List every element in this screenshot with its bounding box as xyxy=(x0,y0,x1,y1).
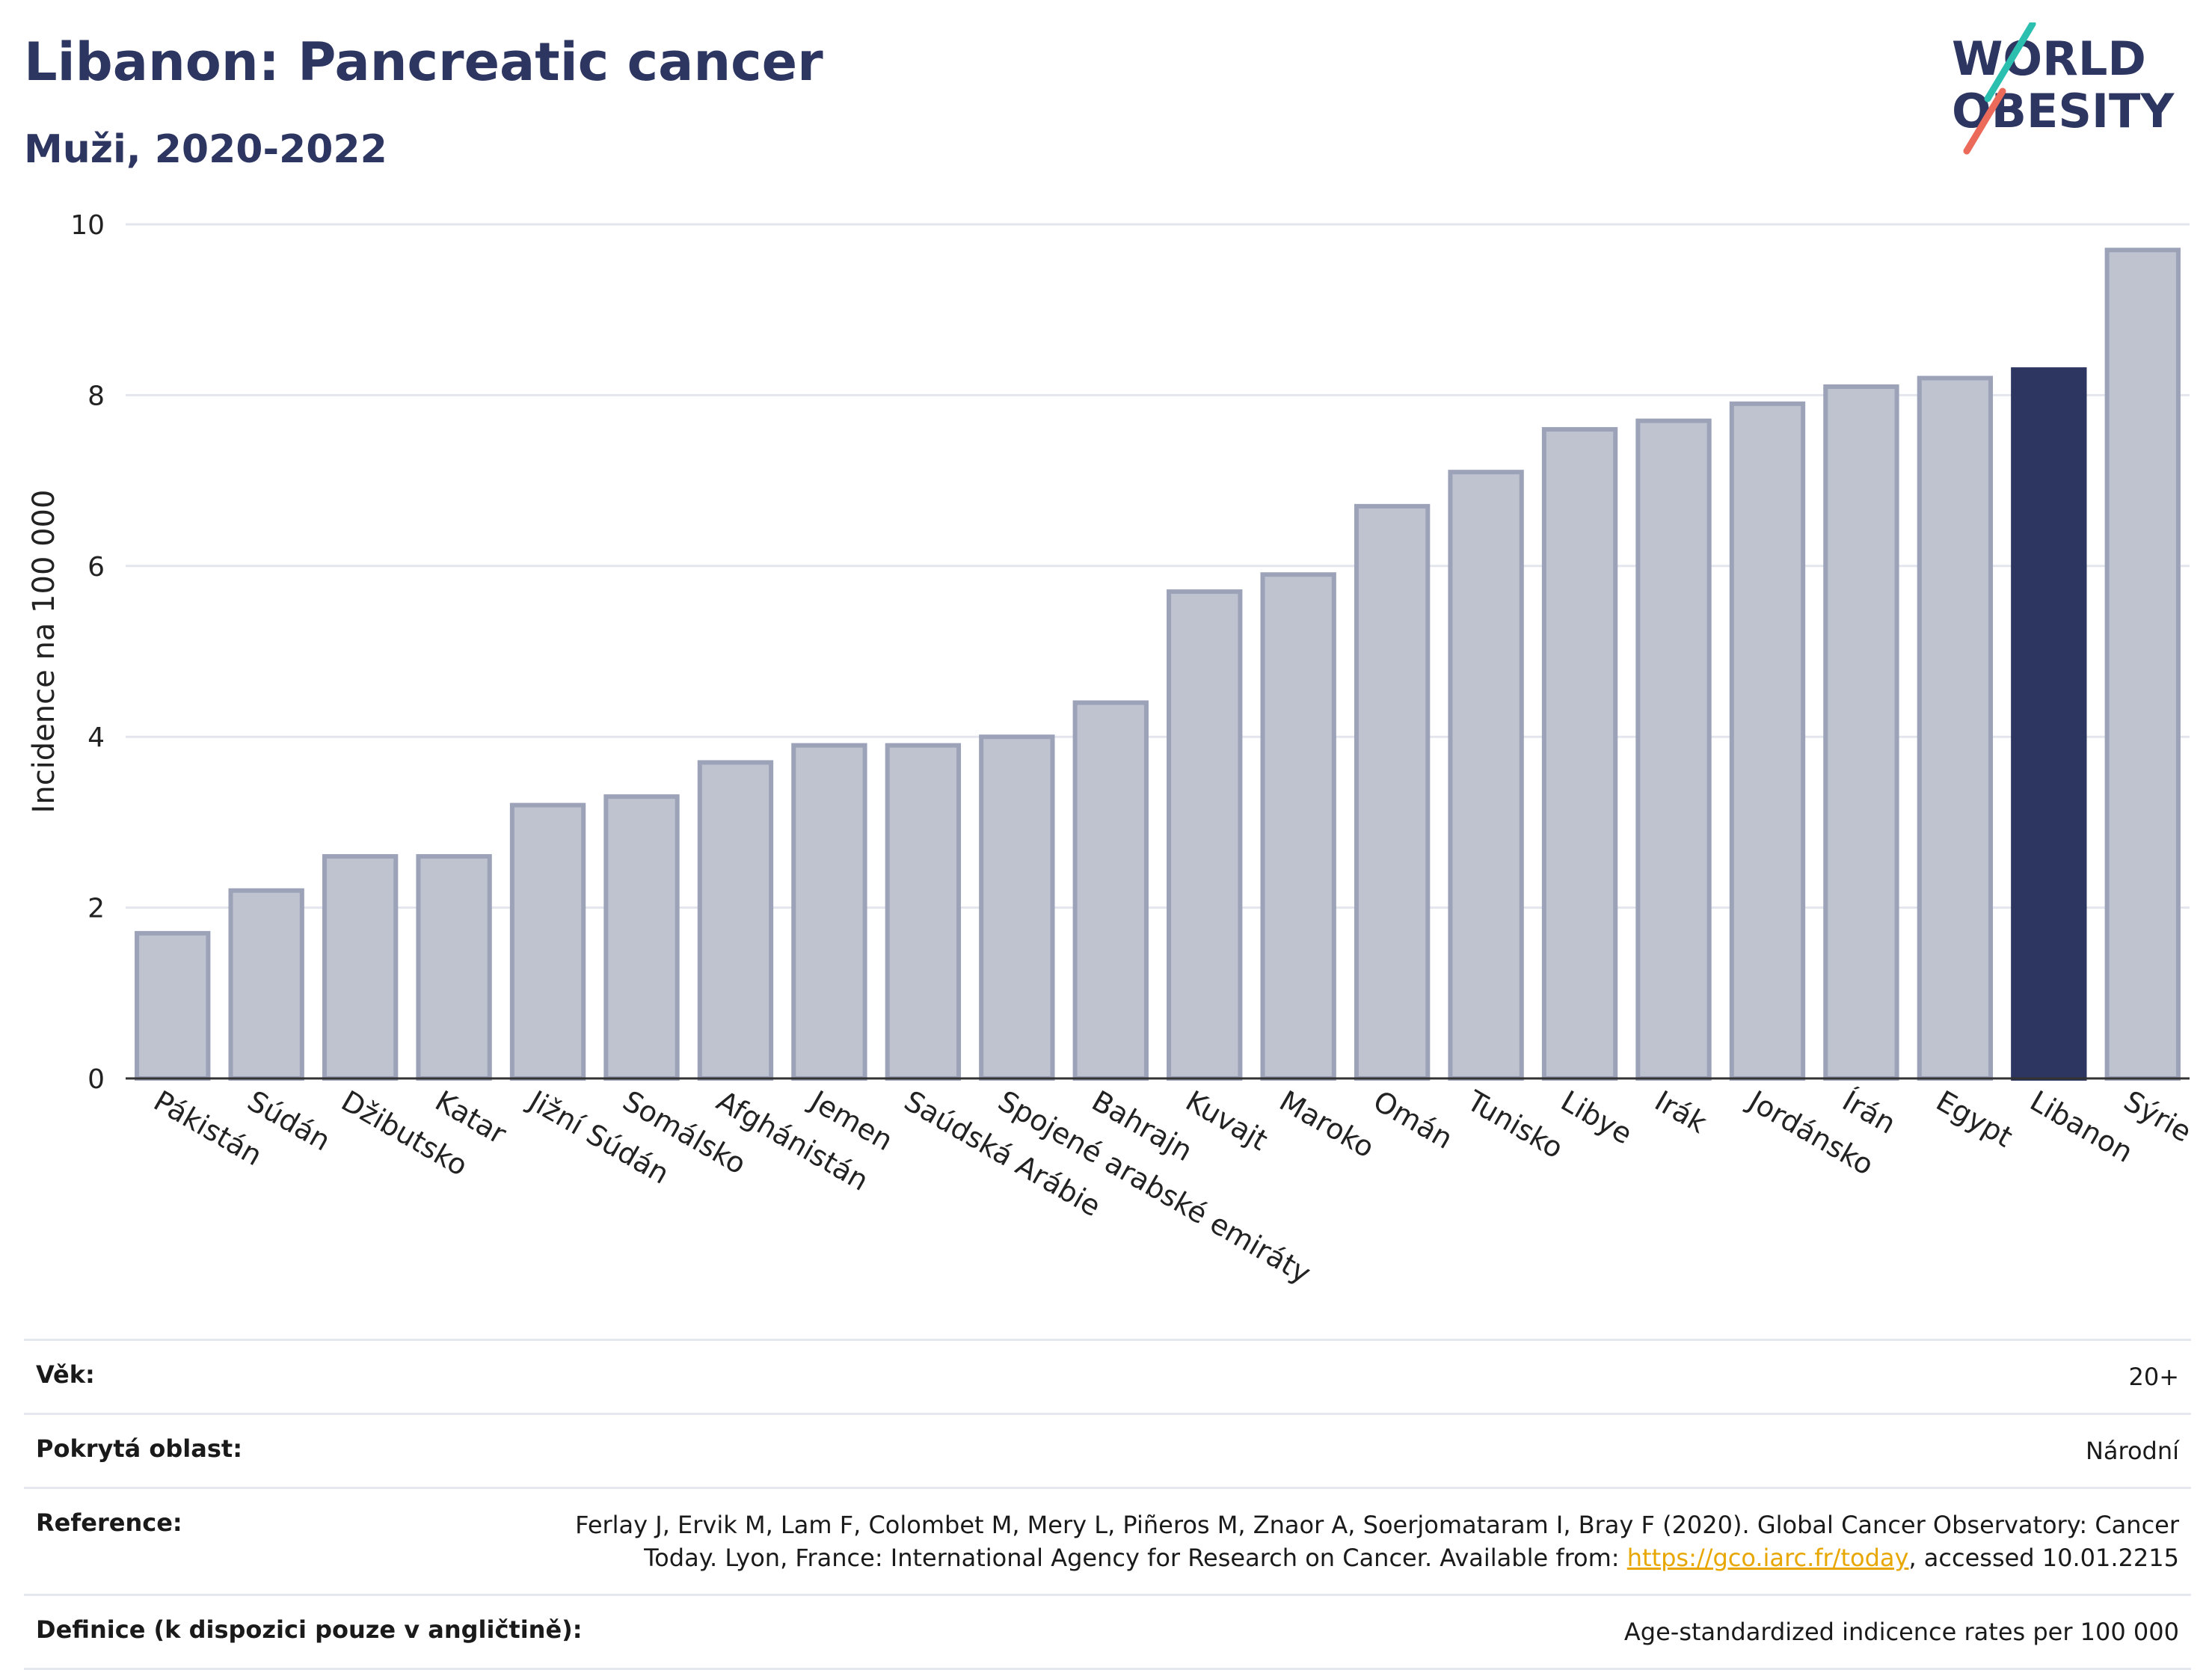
age-label: Věk: xyxy=(36,1360,95,1389)
y-axis-title: Incidence na 100 000 xyxy=(27,490,61,814)
x-tick-label: Libanon xyxy=(2024,1084,2138,1169)
bar-tunisko xyxy=(1448,470,1524,1081)
bar-jemen xyxy=(791,743,867,1081)
bar-jižní-súdán xyxy=(509,802,586,1081)
bar-sýrie xyxy=(2104,248,2181,1081)
x-tick-label: Maroko xyxy=(1274,1084,1380,1164)
x-tick-label: Irák xyxy=(1650,1084,1712,1140)
reference-value: Ferlay J, Ervik M, Lam F, Colombet M, Me… xyxy=(571,1508,2179,1574)
bars xyxy=(135,248,2181,1081)
logo-line-1: WORLD xyxy=(1952,31,2146,86)
bar-kuvajt xyxy=(1167,589,1243,1081)
meta-row-area: Pokrytá oblast: Národní xyxy=(24,1413,2191,1487)
area-value: Národní xyxy=(2085,1437,2179,1465)
y-tick-label: 0 xyxy=(87,1064,105,1095)
reference-link[interactable]: https://gco.iarc.fr/today xyxy=(1626,1544,1909,1572)
x-tick-label: Írán xyxy=(1837,1084,1901,1141)
x-tick-label: Libye xyxy=(1555,1084,1638,1151)
reference-accessed: , accessed 10.01.2215 xyxy=(1908,1544,2179,1572)
y-tick-label: 2 xyxy=(87,894,105,924)
bar-afghánistán xyxy=(697,760,774,1081)
bar-saúdská-arábie xyxy=(885,743,962,1081)
bar-maroko xyxy=(1260,572,1336,1081)
bar-somálsko xyxy=(603,794,680,1081)
x-tick-label: Pákistán xyxy=(148,1084,268,1173)
reference-text: Ferlay J, Ervik M, Lam F, Colombet M, Me… xyxy=(575,1511,2179,1572)
x-tick-label: Egypt xyxy=(1931,1084,2018,1154)
bar-irák xyxy=(1635,418,1712,1081)
meta-row-age: Věk: 20+ xyxy=(24,1339,2191,1413)
bar-írán xyxy=(1823,384,1899,1081)
area-label: Pokrytá oblast: xyxy=(36,1434,242,1463)
y-tick-label: 4 xyxy=(87,722,105,753)
y-tick-label: 10 xyxy=(70,210,105,241)
definition-label: Definice (k dispozici pouze v angličtině… xyxy=(36,1615,583,1644)
metadata-table: Věk: 20+ Pokrytá oblast: Národní Referen… xyxy=(24,1339,2191,1670)
bar-bahrajn xyxy=(1072,700,1149,1081)
bar-pákistán xyxy=(135,930,211,1081)
bar-libanon xyxy=(2011,367,2087,1081)
x-tick-label: Tunisko xyxy=(1461,1084,1569,1165)
bar-jordánsko xyxy=(1729,401,1806,1081)
meta-row-reference: Reference: Ferlay J, Ervik M, Lam F, Col… xyxy=(24,1487,2191,1594)
bar-katar xyxy=(416,854,492,1081)
meta-row-definition: Definice (k dispozici pouze v angličtině… xyxy=(24,1594,2191,1670)
x-tick-label: Omán xyxy=(1368,1084,1458,1155)
age-value: 20+ xyxy=(2128,1363,2179,1391)
page-title: Libanon: Pancreatic cancer xyxy=(24,31,823,93)
y-tick-label: 6 xyxy=(87,552,105,583)
bar-omán xyxy=(1354,503,1431,1081)
bar-súdán xyxy=(228,888,304,1081)
bar-libye xyxy=(1541,427,1618,1081)
bar-džibutsko xyxy=(322,854,399,1081)
page-subtitle: Muži, 2020-2022 xyxy=(24,127,387,172)
bar-spojené-arabské-emiráty xyxy=(979,734,1055,1081)
x-tick-label: Kuvajt xyxy=(1180,1084,1273,1157)
bar-egypt xyxy=(1917,375,1994,1081)
reference-label: Reference: xyxy=(36,1508,182,1537)
definition-value: Age-standardized indicence rates per 100… xyxy=(1623,1618,2179,1646)
world-obesity-logo: WORLD OBESITY xyxy=(1952,22,2175,155)
y-tick-label: 8 xyxy=(87,381,105,411)
